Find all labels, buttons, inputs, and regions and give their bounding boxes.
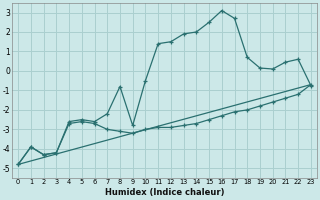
X-axis label: Humidex (Indice chaleur): Humidex (Indice chaleur) [105,188,224,197]
